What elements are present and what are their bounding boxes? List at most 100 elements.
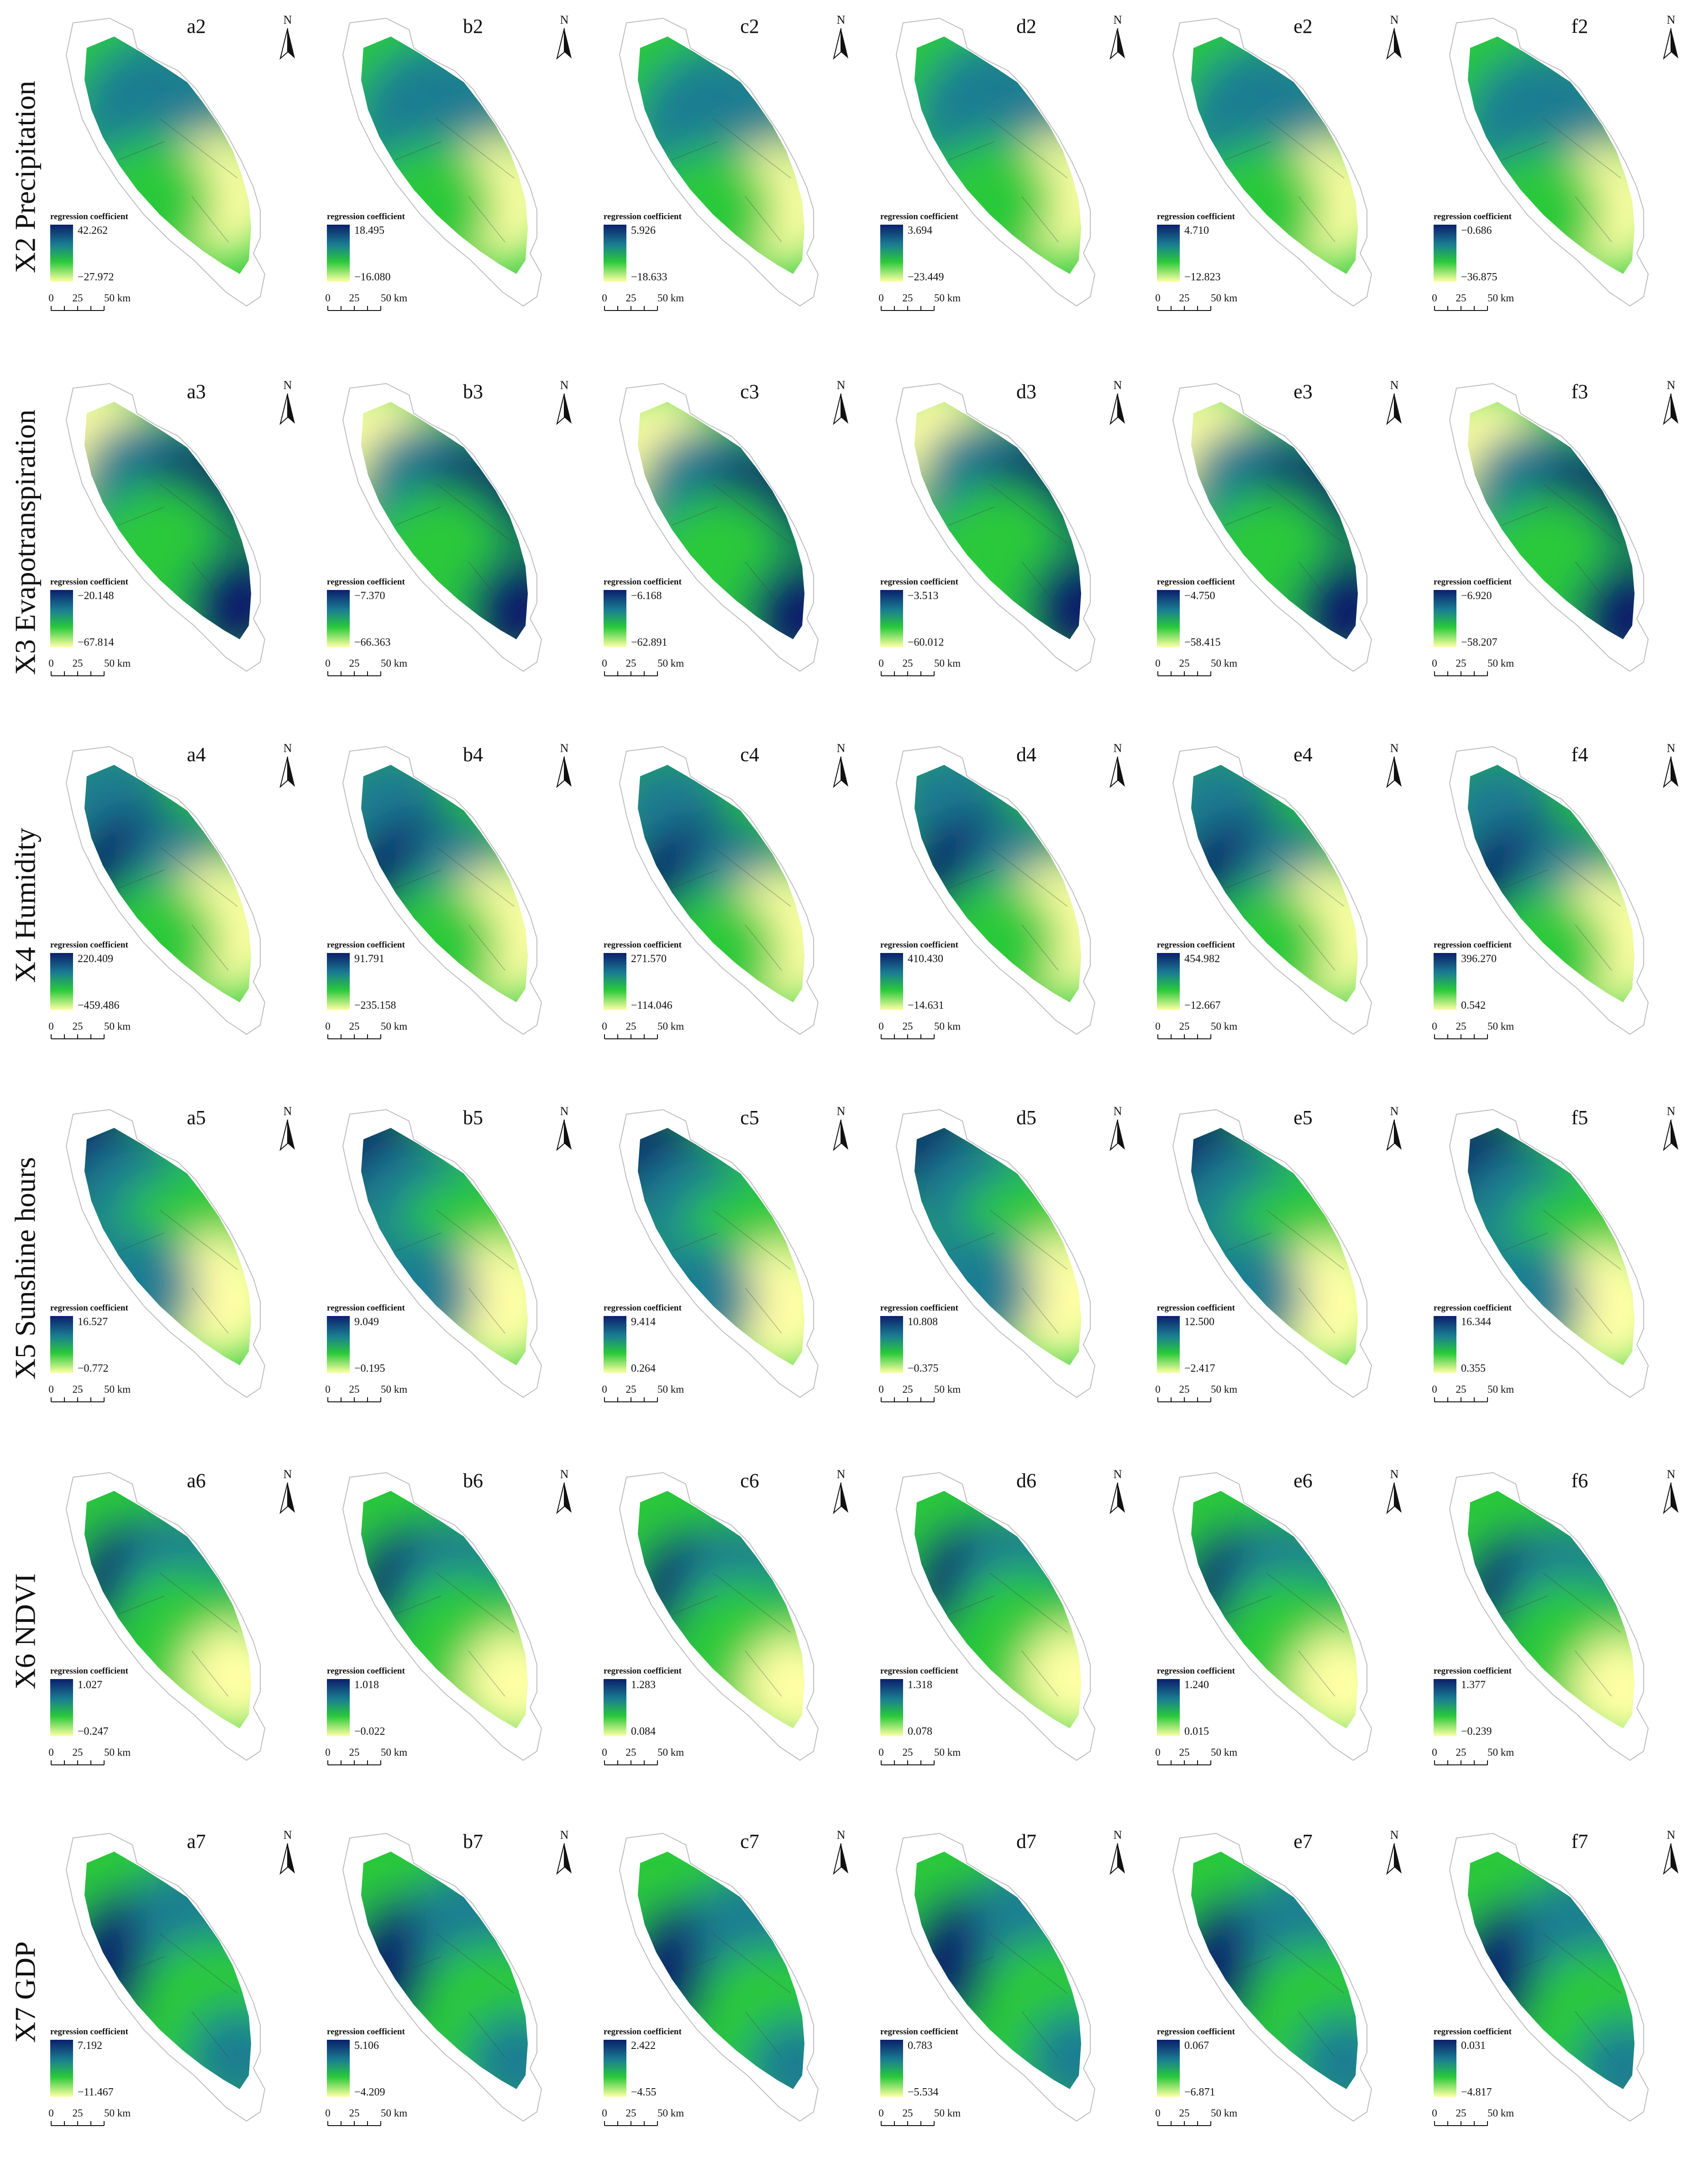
- svg-text:N: N: [837, 1105, 846, 1118]
- legend-color-ramp: [604, 1679, 626, 1736]
- legend-max-value: 2.422: [631, 2040, 656, 2052]
- scale-tick-label: 25: [349, 1384, 360, 1395]
- north-arrow-icon: N: [833, 1468, 848, 1514]
- scale-tick-label: 50 km: [104, 292, 131, 304]
- panel-id: a5: [187, 1106, 206, 1129]
- scale-tick-label: 50 km: [934, 1747, 961, 1758]
- scale-bar: 0 25 50 km: [48, 292, 131, 311]
- north-arrow-icon: N: [556, 1105, 572, 1151]
- legend-max-value: 18.495: [354, 225, 384, 237]
- panel-id: b3: [463, 380, 483, 403]
- basin-outline: [1449, 17, 1649, 307]
- scale-tick-label: 25: [903, 658, 913, 669]
- regression-surface: [361, 765, 528, 1002]
- regression-surface: [638, 1852, 804, 2089]
- legend-color-ramp: [880, 1679, 903, 1736]
- legend-min-value: −235.158: [354, 1000, 396, 1011]
- panel-id: c4: [740, 743, 759, 766]
- regression-surface: [1468, 1491, 1634, 1728]
- scale-bar: 0 25 50 km: [1432, 1747, 1514, 1765]
- svg-text:N: N: [837, 742, 846, 755]
- legend-min-value: −6.871: [1184, 2086, 1215, 2098]
- scale-tick-label: 50 km: [1211, 2107, 1237, 2119]
- scale-bar: 0 25 50 km: [1432, 658, 1514, 676]
- legend-color-ramp: [50, 590, 73, 647]
- regression-surface: [1191, 765, 1358, 1002]
- regression-surface: [638, 37, 804, 274]
- scale-tick-label: 25: [349, 1747, 360, 1758]
- scale-tick-label: 25: [73, 1747, 83, 1758]
- scale-tick-label: 50 km: [657, 292, 684, 304]
- legend: regression coefficient 18.495 −16.080: [327, 212, 405, 283]
- scale-tick-label: 50 km: [657, 1384, 684, 1395]
- regression-surface: [84, 1852, 251, 2089]
- north-arrow-icon: N: [556, 1468, 572, 1514]
- legend-color-ramp: [1157, 590, 1180, 647]
- legend: regression coefficient 0.783 −5.534: [880, 2027, 958, 2098]
- legend-color-ramp: [1434, 590, 1456, 647]
- svg-text:N: N: [1667, 1468, 1676, 1481]
- legend: regression coefficient −0.686 −36.875: [1434, 212, 1512, 283]
- legend-color-ramp: [604, 590, 626, 647]
- legend: regression coefficient 5.106 −4.209: [327, 2027, 405, 2098]
- scale-tick-label: 25: [903, 1021, 913, 1032]
- north-arrow-icon: N: [1386, 1828, 1402, 1875]
- legend-title: regression coefficient: [1434, 1303, 1512, 1313]
- row-label: X7 GDP: [0, 1815, 55, 2169]
- basin-outline: [1449, 383, 1649, 672]
- scale-bar: 0 25 50 km: [878, 658, 961, 676]
- legend-color-ramp: [327, 225, 350, 282]
- scale-tick-label: 50 km: [381, 1747, 407, 1758]
- legend-max-value: 9.049: [354, 1316, 379, 1328]
- legend-max-value: 10.808: [908, 1316, 938, 1328]
- legend-max-value: 1.240: [1184, 1679, 1209, 1691]
- regression-surface: [638, 1491, 804, 1728]
- panel-id: c2: [740, 15, 759, 37]
- scale-bar: 0 25 50 km: [602, 1747, 684, 1765]
- scale-tick-label: 50 km: [1487, 1747, 1514, 1758]
- legend-min-value: −36.875: [1461, 271, 1498, 283]
- legend-max-value: 1.318: [908, 1679, 932, 1691]
- scale-tick-label: 50 km: [1487, 658, 1514, 669]
- legend-title: regression coefficient: [50, 940, 128, 950]
- legend-title: regression coefficient: [604, 212, 682, 221]
- legend-color-ramp: [50, 1316, 73, 1373]
- legend-min-value: 0.015: [1184, 1726, 1209, 1737]
- legend-title: regression coefficient: [604, 2027, 682, 2037]
- svg-text:N: N: [1114, 1105, 1122, 1118]
- row-label-text: X3 Evapotranspiration: [9, 410, 42, 675]
- legend-min-value: −4.55: [631, 2086, 657, 2098]
- panel-id: e7: [1293, 1830, 1313, 1853]
- panel-id: a7: [187, 1830, 206, 1853]
- legend: regression coefficient 42.262 −27.972: [50, 212, 128, 283]
- legend: regression coefficient −7.370 −66.363: [327, 577, 405, 648]
- legend: regression coefficient 16.527 −0.772: [50, 1303, 128, 1374]
- basin-outline: [1449, 746, 1649, 1035]
- north-arrow-icon: N: [1663, 742, 1678, 788]
- legend: regression coefficient 3.694 −23.449: [880, 212, 958, 283]
- legend-color-ramp: [50, 2040, 73, 2097]
- regression-surface: [1191, 402, 1358, 639]
- legend-max-value: −0.686: [1461, 225, 1492, 237]
- legend-title: regression coefficient: [1434, 212, 1512, 221]
- legend-max-value: 1.027: [78, 1679, 102, 1691]
- north-arrow-icon: N: [1386, 1468, 1402, 1514]
- panel-id: f6: [1571, 1469, 1588, 1492]
- north-arrow-icon: N: [1663, 1468, 1678, 1514]
- svg-text:N: N: [1114, 1468, 1122, 1481]
- scale-tick-label: 25: [1179, 1021, 1190, 1032]
- scale-tick-label: 50 km: [657, 1747, 684, 1758]
- legend: regression coefficient 1.240 0.015: [1157, 1666, 1235, 1737]
- panel-id: e6: [1293, 1469, 1313, 1492]
- legend-title: regression coefficient: [50, 1303, 128, 1313]
- legend: regression coefficient 0.067 −6.871: [1157, 2027, 1235, 2098]
- legend: regression coefficient 1.283 0.084: [604, 1666, 682, 1737]
- regression-surface: [638, 1128, 804, 1365]
- legend: regression coefficient 9.414 0.264: [604, 1303, 682, 1374]
- scale-tick-label: 0: [602, 1384, 607, 1395]
